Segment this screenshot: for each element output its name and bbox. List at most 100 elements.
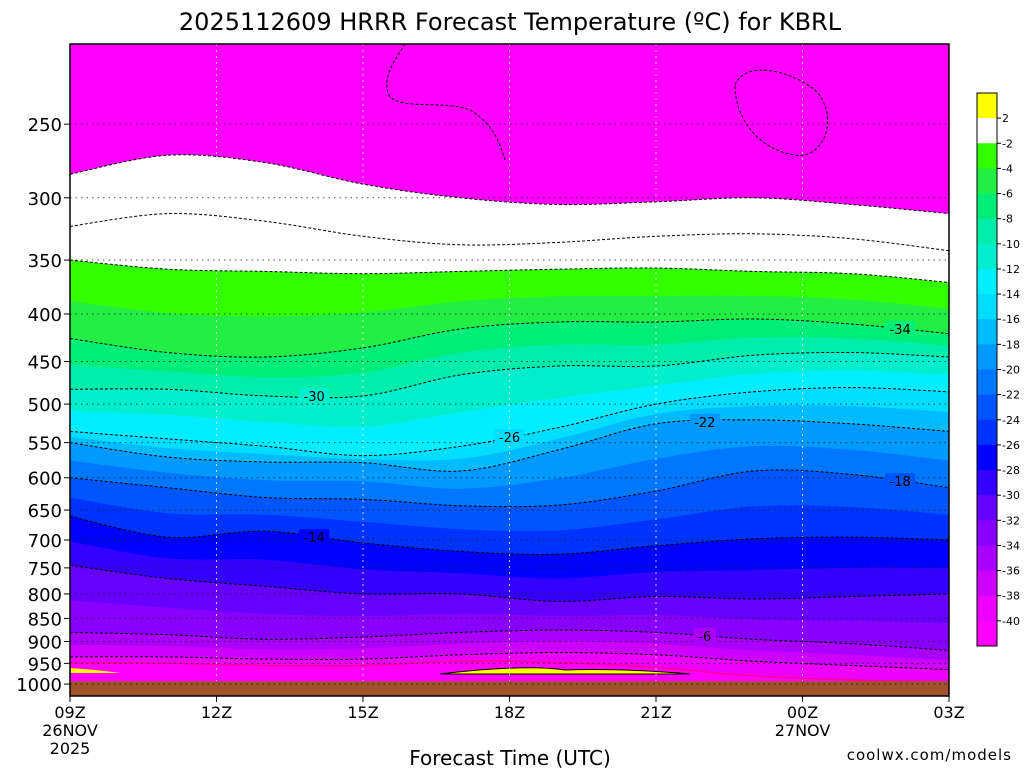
isotherm-line [70, 351, 949, 399]
isotherm-label-bg [299, 529, 330, 545]
warm-layer-fill [70, 668, 120, 673]
isotherm-label: -22 [694, 416, 715, 431]
colorbar-swatch [977, 319, 997, 345]
pressure-tick-label: 650 [28, 501, 62, 522]
colorbar-swatch [977, 620, 997, 647]
colorbar-swatch [977, 495, 997, 521]
colorbar: 2 -2 -4 -6 -8 -10 -12 -14 -16 -18 -20 -22 -24 -26 -28 -… [976, 92, 1020, 647]
time-tick-label: 21Z [640, 703, 671, 722]
colorbar-swatch [977, 470, 997, 496]
pressure-tick-label: 600 [28, 469, 62, 490]
isotherm-line [70, 564, 949, 602]
colorbar-swatch [977, 570, 997, 597]
colorbar-label: -20 [1002, 364, 1020, 377]
isotherm-line [70, 652, 949, 671]
isotherm-label-bg [494, 429, 525, 445]
credit-text: coolwx.com/models [847, 746, 1012, 764]
chart-title: 2025112609 HRRR Forecast Temperature (ºC… [179, 8, 842, 36]
colorbar-label: -6 [1002, 188, 1013, 201]
time-tick-label: 09Z [54, 703, 85, 722]
pressure-tick-label: 850 [28, 609, 62, 630]
pressure-tick-label: 400 [28, 305, 62, 326]
colorbar-swatch [977, 93, 997, 119]
colorbar-swatch [977, 595, 997, 622]
ground-fill [70, 681, 949, 696]
time-tick-label: 18Z [494, 703, 525, 722]
isotherm-label: -18 [890, 475, 911, 490]
colorbar-label: -34 [1002, 539, 1020, 552]
pressure-tick-label: 550 [28, 434, 62, 455]
colorbar-label: -16 [1002, 313, 1020, 326]
colorbar-label: -22 [1002, 389, 1020, 402]
colorbar-label: -40 [1002, 615, 1020, 628]
colorbar-label: -26 [1002, 439, 1020, 452]
time-tick-label: 15Z [347, 703, 378, 722]
time-tick-label: 03Z [933, 703, 964, 722]
colorbar-label: -4 [1002, 162, 1013, 175]
colorbar-swatch [977, 168, 997, 195]
isotherm-label: -30 [304, 390, 325, 405]
isotherm-label-bg [299, 387, 330, 403]
pressure-tick-label: 950 [28, 654, 62, 675]
colorbar-swatch [977, 268, 997, 295]
isotherm-label-bg [693, 627, 716, 643]
colorbar-swatch [977, 243, 997, 270]
isotherm-label-bg [885, 473, 916, 489]
isotherm-line [70, 629, 949, 651]
plot-area: -34 -30 -26 -22 -18 -14 -6 [70, 44, 949, 696]
isotherm-line [70, 318, 949, 358]
colorbar-swatch [977, 344, 997, 370]
colorbar-swatch [977, 118, 997, 144]
pressure-tick-label: 1000 [16, 675, 62, 696]
time-tick-label: 12Z [201, 703, 232, 722]
colorbar-swatch [977, 143, 997, 169]
isotherm-line [70, 469, 949, 508]
colorbar-label: -30 [1002, 489, 1020, 502]
pressure-tick-label: 500 [28, 395, 62, 416]
isotherm-closed-contour [386, 44, 506, 161]
colorbar-label: -14 [1002, 288, 1020, 301]
isotherm-line [70, 419, 949, 472]
pressure-tick-label: 300 [28, 189, 62, 210]
pressure-tick-label: 900 [28, 633, 62, 654]
colorbar-label: -18 [1002, 338, 1020, 351]
colorbar-swatch [977, 193, 997, 220]
x-axis-label: Forecast Time (UTC) [409, 746, 611, 768]
colorbar-label: -28 [1002, 464, 1020, 477]
colorbar-label: -38 [1002, 590, 1020, 603]
colorbar-label: 2 [1002, 112, 1009, 125]
isotherm-line [70, 515, 949, 555]
pressure-tick-label: 750 [28, 559, 62, 580]
colorbar-label: -10 [1002, 238, 1020, 251]
year-label: 2025 [50, 739, 91, 758]
pressure-tick-label: 450 [28, 353, 62, 374]
colorbar-swatch [977, 444, 997, 471]
time-tick-label: 00Z [787, 703, 818, 722]
date-label: 27NOV [775, 721, 831, 740]
colorbar-swatch [977, 218, 997, 245]
colorbar-swatch [977, 419, 997, 446]
isotherm-closed-contour [734, 69, 829, 156]
isotherm-label: -14 [304, 531, 325, 546]
colorbar-swatch [977, 294, 997, 320]
colorbar-label: -8 [1002, 213, 1013, 226]
isotherm-line [70, 259, 949, 283]
warm-layer-fill [439, 667, 691, 675]
isotherm-label: -6 [698, 630, 711, 645]
isotherm-line [70, 154, 949, 215]
pressure-tick-label: 700 [28, 531, 62, 552]
isotherm-label: -34 [890, 323, 911, 338]
pressure-axis: 250 300 350 400 450 500 550 600 650 700 750 800 850 9… [16, 115, 70, 696]
colorbar-label: -2 [1002, 137, 1013, 150]
isotherm-label-bg [885, 320, 916, 336]
colorbar-swatch [977, 369, 997, 396]
colorbar-label: -32 [1002, 514, 1020, 527]
pressure-tick-label: 250 [28, 115, 62, 136]
isotherm-line [70, 213, 949, 252]
colorbar-swatch [977, 394, 997, 421]
pressure-tick-label: 800 [28, 585, 62, 606]
pressure-tick-label: 350 [28, 251, 62, 272]
colorbar-label: -12 [1002, 263, 1020, 276]
